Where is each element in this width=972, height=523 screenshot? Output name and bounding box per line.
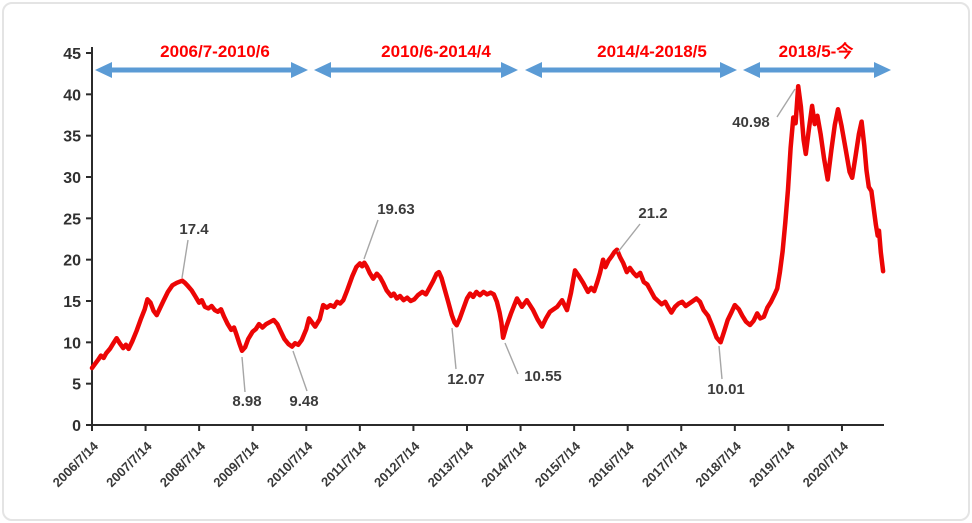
annotation-label: 40.98 — [732, 114, 770, 131]
annotation-label: 19.63 — [377, 201, 415, 218]
price-line — [89, 83, 886, 371]
annotation-leader — [181, 239, 189, 279]
annotation-leader — [241, 356, 246, 393]
x-tick-label: 2017/7/14 — [639, 438, 691, 490]
period-label: 2014/4-2018/5 — [597, 42, 707, 61]
x-tick-label: 2007/7/14 — [103, 438, 155, 490]
y-tick-label: 10 — [63, 335, 81, 352]
x-tick-label: 2011/7/14 — [318, 438, 370, 490]
annotation-leader — [292, 350, 308, 392]
x-tick-label: 2012/7/14 — [371, 438, 423, 490]
period-arrow-left-head — [743, 62, 760, 78]
period-arrow-right-head — [501, 62, 518, 78]
y-tick-label: 20 — [63, 253, 81, 270]
y-tick-label: 0 — [72, 418, 81, 435]
y-tick-label: 30 — [63, 170, 81, 187]
x-tick-label: 2006/7/14 — [50, 438, 102, 490]
x-tick-label: 2016/7/14 — [585, 438, 637, 490]
period-label: 2018/5-今 — [779, 41, 854, 61]
annotation-leader — [718, 345, 723, 380]
annotation-label: 8.98 — [232, 393, 261, 410]
y-tick-label: 5 — [72, 377, 81, 394]
annotation-leader — [776, 88, 796, 118]
annotation-label: 9.48 — [289, 393, 318, 410]
annotation-label: 17.4 — [179, 221, 209, 238]
y-tick-label: 40 — [63, 87, 81, 104]
x-tick-label: 2008/7/14 — [157, 438, 209, 490]
x-tick-label: 2014/7/14 — [478, 438, 530, 490]
x-tick-label: 2019/7/14 — [746, 438, 798, 490]
annotation-label: 21.2 — [638, 205, 667, 222]
x-tick-label: 2020/7/14 — [800, 438, 852, 490]
period-arrow-right-head — [874, 62, 891, 78]
y-tick-label: 45 — [63, 46, 81, 63]
period-arrow-left-head — [95, 62, 112, 78]
annotation-leader — [363, 219, 379, 260]
y-tick-label: 35 — [63, 129, 81, 146]
annotation-label: 10.01 — [707, 381, 745, 398]
annotation-leader — [504, 342, 519, 375]
y-tick-label: 15 — [63, 294, 81, 311]
period-label: 2010/6-2014/4 — [381, 42, 491, 61]
annotation-label: 12.07 — [447, 371, 485, 388]
x-tick-label: 2018/7/14 — [692, 438, 744, 490]
annotation-leader — [617, 223, 641, 253]
annotation-leader — [451, 327, 457, 370]
x-tick-label: 2013/7/14 — [425, 438, 477, 490]
period-arrow-right-head — [291, 62, 308, 78]
x-tick-label: 2010/7/14 — [264, 438, 316, 490]
period-arrow-left-head — [525, 62, 542, 78]
y-tick-label: 25 — [63, 211, 81, 228]
annotation-label: 10.55 — [524, 368, 562, 385]
period-arrow-right-head — [720, 62, 737, 78]
period-label: 2006/7-2010/6 — [160, 42, 270, 61]
x-tick-label: 2015/7/14 — [532, 438, 584, 490]
x-tick-label: 2009/7/14 — [210, 438, 262, 490]
period-arrow-left-head — [314, 62, 331, 78]
